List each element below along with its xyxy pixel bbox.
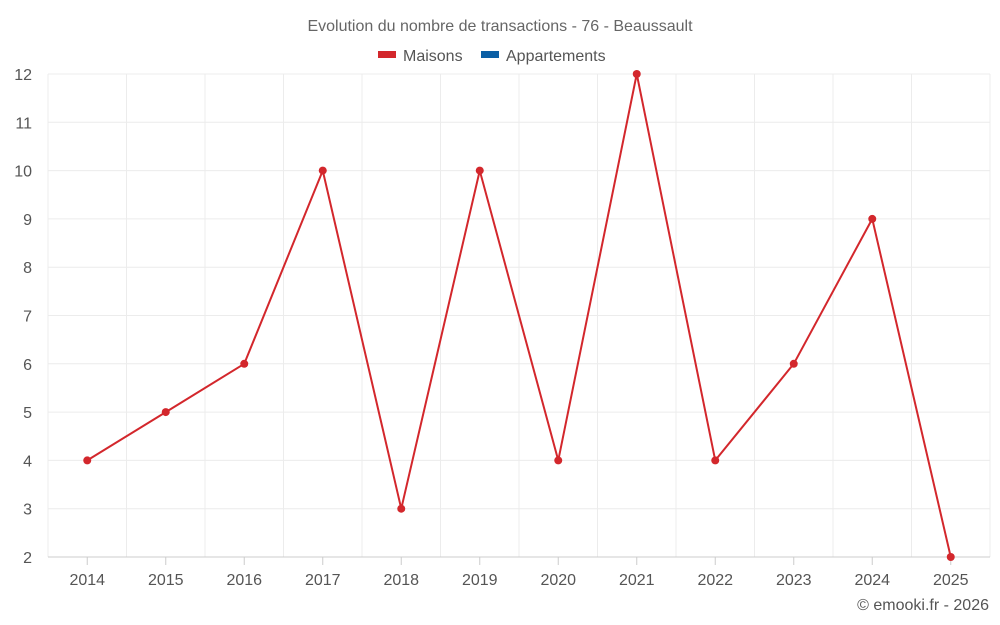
x-tick-label: 2023 (776, 572, 812, 589)
data-point-2022[interactable] (711, 456, 720, 465)
data-point-2017[interactable] (318, 166, 327, 175)
x-tick-label: 2014 (69, 572, 105, 589)
data-point-2024[interactable] (868, 214, 877, 223)
data-point-2020[interactable] (554, 456, 563, 465)
x-tick-label: 2021 (619, 572, 655, 589)
data-point-2015[interactable] (161, 408, 170, 417)
y-tick-label: 10 (14, 164, 32, 181)
legend-item-maisons[interactable]: Maisons (378, 48, 463, 65)
series-maisons (83, 70, 955, 561)
x-tick-label: 2017 (305, 572, 341, 589)
chart-title: Evolution du nombre de transactions - 76… (307, 18, 693, 35)
data-point-2016[interactable] (240, 359, 249, 368)
y-axis: 2 3 4 5 6 7 8 9 10 11 12 (14, 67, 32, 567)
data-point-2021[interactable] (632, 70, 641, 78)
y-tick-label: 7 (23, 309, 32, 326)
x-tick-label: 2016 (226, 572, 262, 589)
legend-swatch-appartements (481, 51, 499, 58)
data-point-2018[interactable] (397, 504, 406, 513)
y-tick-label: 12 (14, 67, 32, 84)
y-tick-label: 6 (23, 357, 32, 374)
y-tick-label: 3 (23, 502, 32, 519)
credit-text: © emooki.fr - 2026 (857, 597, 989, 614)
x-tick-label: 2019 (462, 572, 498, 589)
x-tick-label: 2015 (148, 572, 184, 589)
data-point-2014[interactable] (83, 456, 92, 465)
data-point-2023[interactable] (789, 359, 798, 368)
y-tick-label: 11 (15, 115, 32, 132)
y-tick-label: 2 (23, 550, 32, 567)
series-line-maisons (86, 73, 952, 558)
x-tick-label: 2024 (854, 572, 890, 589)
legend-label-maisons: Maisons (403, 48, 463, 65)
data-point-2025[interactable] (946, 553, 955, 561)
x-tick-label: 2020 (540, 572, 576, 589)
legend: Maisons Appartements (378, 48, 606, 65)
legend-item-appartements[interactable]: Appartements (481, 48, 606, 65)
y-tick-label: 4 (23, 453, 32, 470)
legend-label-appartements: Appartements (506, 48, 606, 65)
x-axis: 2014 2015 2016 2017 2018 2019 2020 2021 2022 2023… (48, 556, 990, 589)
x-tick-label: 2022 (697, 572, 733, 589)
y-tick-label: 8 (23, 260, 32, 277)
y-tick-label: 9 (23, 212, 32, 229)
x-tick-label: 2025 (933, 572, 969, 589)
y-tick-label: 5 (23, 405, 32, 422)
data-point-2019[interactable] (475, 166, 484, 175)
legend-swatch-maisons (378, 51, 396, 58)
x-tick-label: 2018 (383, 572, 419, 589)
